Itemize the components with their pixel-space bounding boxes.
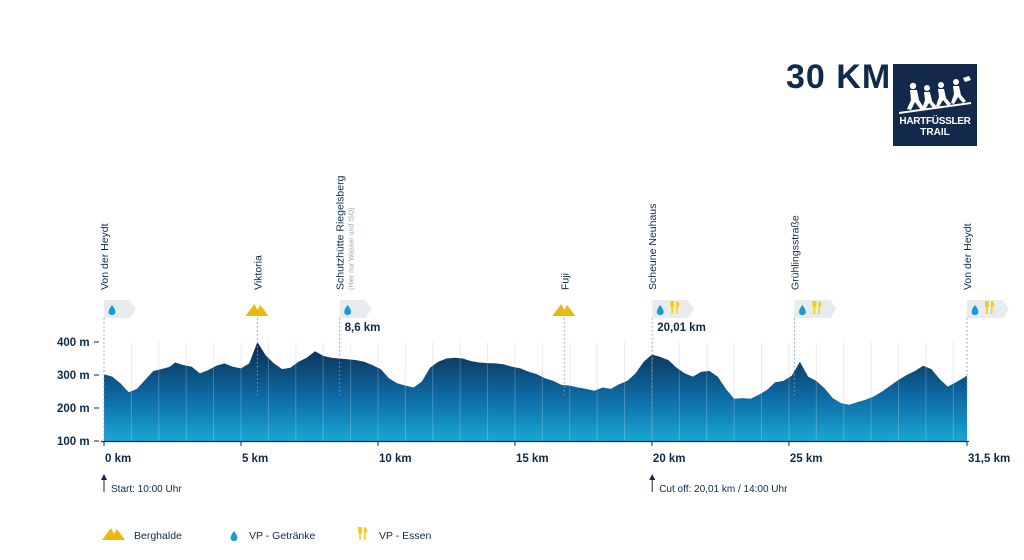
cutlery-icon [670,301,680,314]
x-tick-label: 5 km [242,453,268,465]
marker-von-der-heydt: Von der Heydt Start: 10:00 Uhr [99,223,182,495]
x-tick-label: 15 km [516,453,549,465]
runners-icon [899,76,971,114]
marker-fuji: Fuji [552,273,576,398]
logo-line-1: HARTFÜSSLER [899,116,971,127]
marker-tag [104,300,136,318]
elevation-area [104,342,967,441]
note-arrow-head [649,474,656,480]
x-tick-label: 10 km [379,453,412,465]
x-tick-label: 31,5 km [968,453,1010,465]
legend-label: VP - Getränke [249,530,315,542]
legend-item-water: VP - Getränke [230,530,315,542]
cutlery-icon [358,527,368,540]
marker-label: Schutzhütte Riegelsberg [335,175,347,290]
marker-scheune-neuhaus: Scheune Neuhaus 20,01 km Cut off: 20,01 km… [647,204,788,495]
marker-tag [339,300,372,318]
cutlery-icon [812,301,822,314]
marker-label: Von der Heydt [962,223,974,290]
x-tick-label: 25 km [790,453,823,465]
berghalde-icon [102,528,125,540]
hartfuessler-trail-logo: HARTFÜSSLER TRAIL [893,64,977,146]
water-drop-icon [108,305,116,315]
logo-line-2: TRAIL [920,127,950,138]
y-tick-label: 200 m [57,403,90,415]
berghalde-icon [552,304,576,316]
y-tick-label: 300 m [57,370,90,382]
marker-von-der-heydt: Von der Heydt [962,223,1009,398]
y-tick-label: 100 m [57,436,90,448]
legend-label: Berghalde [134,530,182,542]
marker-label: Grühlingsstraße [789,215,801,290]
race-distance-title: 30 KM [786,58,892,96]
legend-item-berghalde: Berghalde [102,528,182,542]
berghalde-icon [245,304,269,316]
marker-label: Von der Heydt [99,223,111,290]
legend-label: VP - Essen [379,530,431,542]
marker-schutzh-tte-riegelsberg: Schutzhütte Riegelsberg (Hier nur Wasser … [335,175,381,398]
water-drop-icon [971,305,979,315]
water-drop-icon [230,531,238,541]
y-tick-label: 400 m [57,337,90,349]
marker-gr-hlingsstra-e: Grühlingsstraße [789,215,837,398]
water-drop-icon [799,305,806,315]
marker-km-label: 20,01 km [657,322,706,334]
marker-note: Start: 10:00 Uhr [111,484,182,495]
water-drop-icon [656,305,664,315]
x-tick-label: 0 km [105,453,131,465]
marker-label: Viktoria [252,255,264,290]
marker-label: Fuji [559,273,571,290]
cutlery-icon [985,301,995,314]
water-drop-icon [344,305,351,315]
note-arrow-head [101,474,107,480]
marker-note: Cut off: 20,01 km / 14:00 Uhr [659,484,788,495]
marker-sublabel: (Hier nur Wasser und ISO) [349,207,356,290]
marker-km-label: 8,6 km [345,322,381,334]
x-tick-label: 20 km [653,453,686,465]
marker-label: Scheune Neuhaus [647,204,659,290]
legend-item-food: VP - Essen [358,527,431,542]
marker-viktoria: Viktoria [245,255,269,398]
